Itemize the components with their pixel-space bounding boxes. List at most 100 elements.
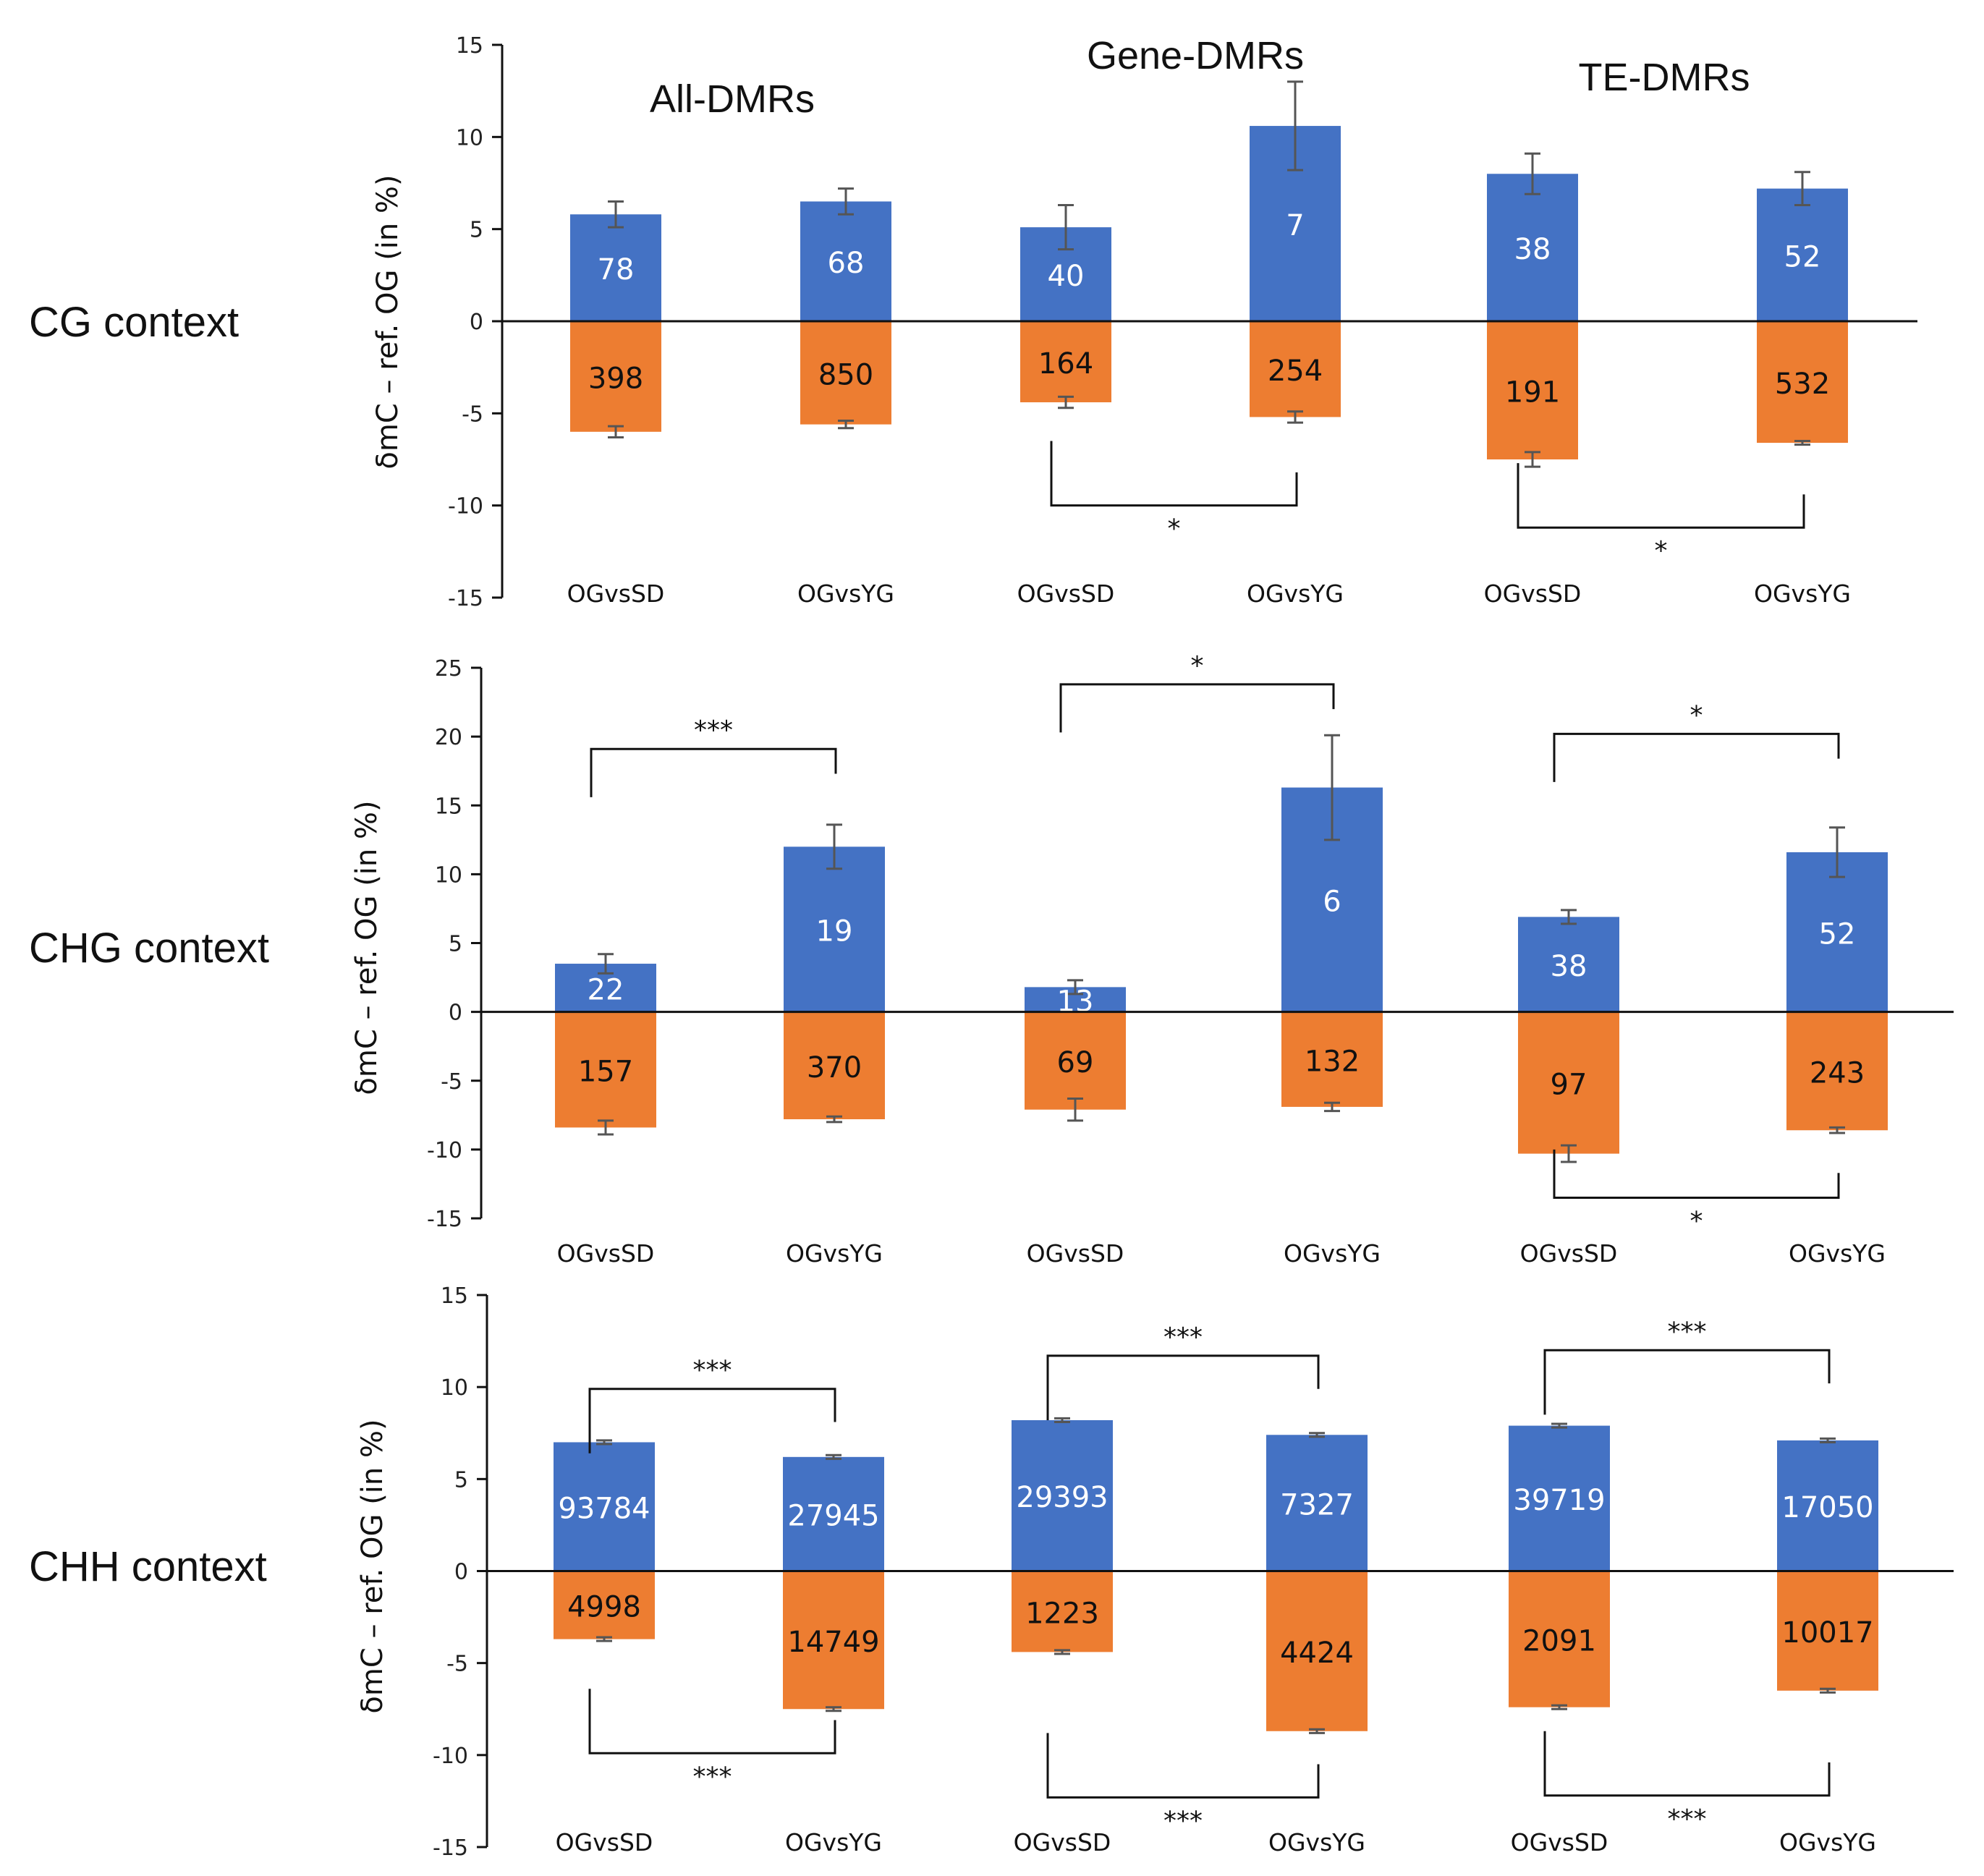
bar-hypo — [554, 1571, 655, 1639]
bar-count-label: 2091 — [1522, 1625, 1596, 1658]
bar-count-label: 398 — [588, 362, 643, 395]
bar-count-label: 191 — [1505, 376, 1560, 409]
bar-count-label: 27945 — [787, 1500, 879, 1533]
bar-count-label: 10017 — [1781, 1616, 1873, 1650]
row-label: CG context — [29, 299, 239, 346]
bar-count-label: 69 — [1057, 1046, 1094, 1079]
bar-count-label: 7 — [1286, 209, 1304, 242]
y-tick-label: 10 — [435, 862, 462, 888]
x-category-label: OGvsSD — [557, 1239, 655, 1268]
significance-label: *** — [1163, 1806, 1203, 1835]
significance-label: * — [1191, 651, 1204, 681]
x-category-label: OGvsYG — [785, 1828, 882, 1856]
x-category-label: OGvsYG — [786, 1239, 883, 1268]
x-category-label: OGvsYG — [1247, 580, 1344, 608]
y-tick-label: 20 — [435, 725, 462, 750]
bar-hypo — [1509, 1571, 1610, 1707]
bar-hypo — [1777, 1571, 1878, 1691]
bar-hyper — [554, 1442, 655, 1571]
bar-count-label: 39719 — [1513, 1484, 1605, 1517]
x-category-label: OGvsSD — [567, 580, 665, 608]
bar-count-label: 17050 — [1781, 1491, 1873, 1524]
bar-hyper — [570, 214, 661, 321]
bar-hypo — [555, 1011, 656, 1128]
bar-count-label: 532 — [1775, 368, 1830, 401]
y-tick-label: 10 — [456, 125, 483, 150]
significance-bracket — [1543, 1349, 1831, 1415]
bar-hypo — [1266, 1571, 1368, 1731]
bar-count-label: 1223 — [1025, 1597, 1099, 1630]
significance-bracket — [1059, 683, 1335, 733]
bar-count-label: 22 — [588, 973, 624, 1006]
y-tick-label: -10 — [427, 1138, 462, 1163]
bar-count-label: 14749 — [787, 1626, 879, 1659]
x-category-label: OGvsYG — [1789, 1239, 1886, 1268]
significance-bracket — [1046, 1733, 1320, 1799]
bar-count-label: 4998 — [567, 1591, 641, 1624]
significance-label: *** — [693, 1356, 732, 1385]
y-tick-label: -5 — [441, 1069, 462, 1095]
y-tick-label: 5 — [470, 218, 483, 243]
x-category-label: OGvsSD — [1027, 1239, 1124, 1268]
group-title: Gene-DMRs — [1087, 34, 1304, 77]
bar-hyper — [1777, 1440, 1878, 1571]
bar-count-label: 52 — [1784, 240, 1821, 273]
bar-count-label: 29393 — [1016, 1481, 1108, 1514]
group-title: All-DMRs — [650, 77, 815, 121]
bar-count-label: 40 — [1048, 260, 1085, 293]
x-category-label: OGvsYG — [1779, 1828, 1876, 1856]
y-tick-label: 15 — [456, 33, 483, 59]
y-tick-label: -15 — [448, 586, 483, 611]
bar-hypo — [1012, 1571, 1113, 1652]
bar-count-label: 4424 — [1280, 1637, 1354, 1670]
y-tick-label: 5 — [454, 1467, 468, 1493]
significance-bracket — [1517, 463, 1805, 529]
bar-count-label: 243 — [1810, 1056, 1865, 1090]
significance-bracket — [1553, 732, 1840, 782]
bar-hypo — [1487, 321, 1578, 459]
significance-label: * — [1690, 700, 1703, 730]
bar-hyper — [800, 201, 891, 321]
bar-count-label: 97 — [1551, 1069, 1587, 1102]
bar-count-label: 93784 — [558, 1492, 650, 1525]
significance-label: * — [1168, 514, 1181, 544]
bar-hyper — [784, 846, 885, 1012]
bar-hypo — [1518, 1011, 1619, 1154]
bar-count-label: 157 — [578, 1056, 633, 1089]
bar-count-label: 19 — [816, 914, 853, 948]
bar-count-label: 7327 — [1280, 1488, 1354, 1521]
bar-count-label: 52 — [1819, 917, 1856, 951]
bar-count-label: 13 — [1057, 985, 1094, 1019]
bar-count-label: 38 — [1514, 233, 1551, 266]
y-tick-label: -5 — [446, 1652, 468, 1677]
significance-label: *** — [1668, 1317, 1707, 1346]
bar-hypo — [783, 1571, 884, 1710]
bar-count-label: 6 — [1323, 886, 1341, 919]
y-tick-label: 0 — [470, 310, 483, 335]
bar-hypo — [1757, 321, 1848, 443]
significance-bracket — [1543, 1731, 1831, 1797]
x-category-label: OGvsSD — [1017, 580, 1115, 608]
y-tick-label: 0 — [454, 1560, 468, 1585]
significance-bracket — [1553, 1149, 1840, 1199]
significance-bracket — [588, 1388, 836, 1453]
bar-count-label: 132 — [1305, 1045, 1360, 1078]
bar-hypo — [1281, 1011, 1383, 1107]
bar-hyper — [783, 1456, 884, 1571]
y-tick-label: -10 — [448, 494, 483, 519]
row-label: CHH context — [29, 1543, 267, 1590]
y-tick-label: -15 — [427, 1207, 462, 1232]
x-category-label: OGvsYG — [1268, 1828, 1365, 1856]
x-category-label: OGvsSD — [1520, 1239, 1618, 1268]
y-tick-label: -15 — [433, 1835, 468, 1861]
y-tick-label: 15 — [435, 794, 462, 819]
bar-hypo — [800, 321, 891, 425]
bar-count-label: 164 — [1038, 347, 1093, 381]
bar-hyper — [1012, 1419, 1113, 1571]
y-tick-label: -10 — [433, 1744, 468, 1769]
significance-bracket — [590, 747, 837, 797]
x-category-label: OGvsYG — [1754, 580, 1851, 608]
significance-label: *** — [1163, 1323, 1203, 1352]
x-category-label: OGvsSD — [1014, 1828, 1111, 1856]
significance-bracket — [1046, 1354, 1320, 1420]
